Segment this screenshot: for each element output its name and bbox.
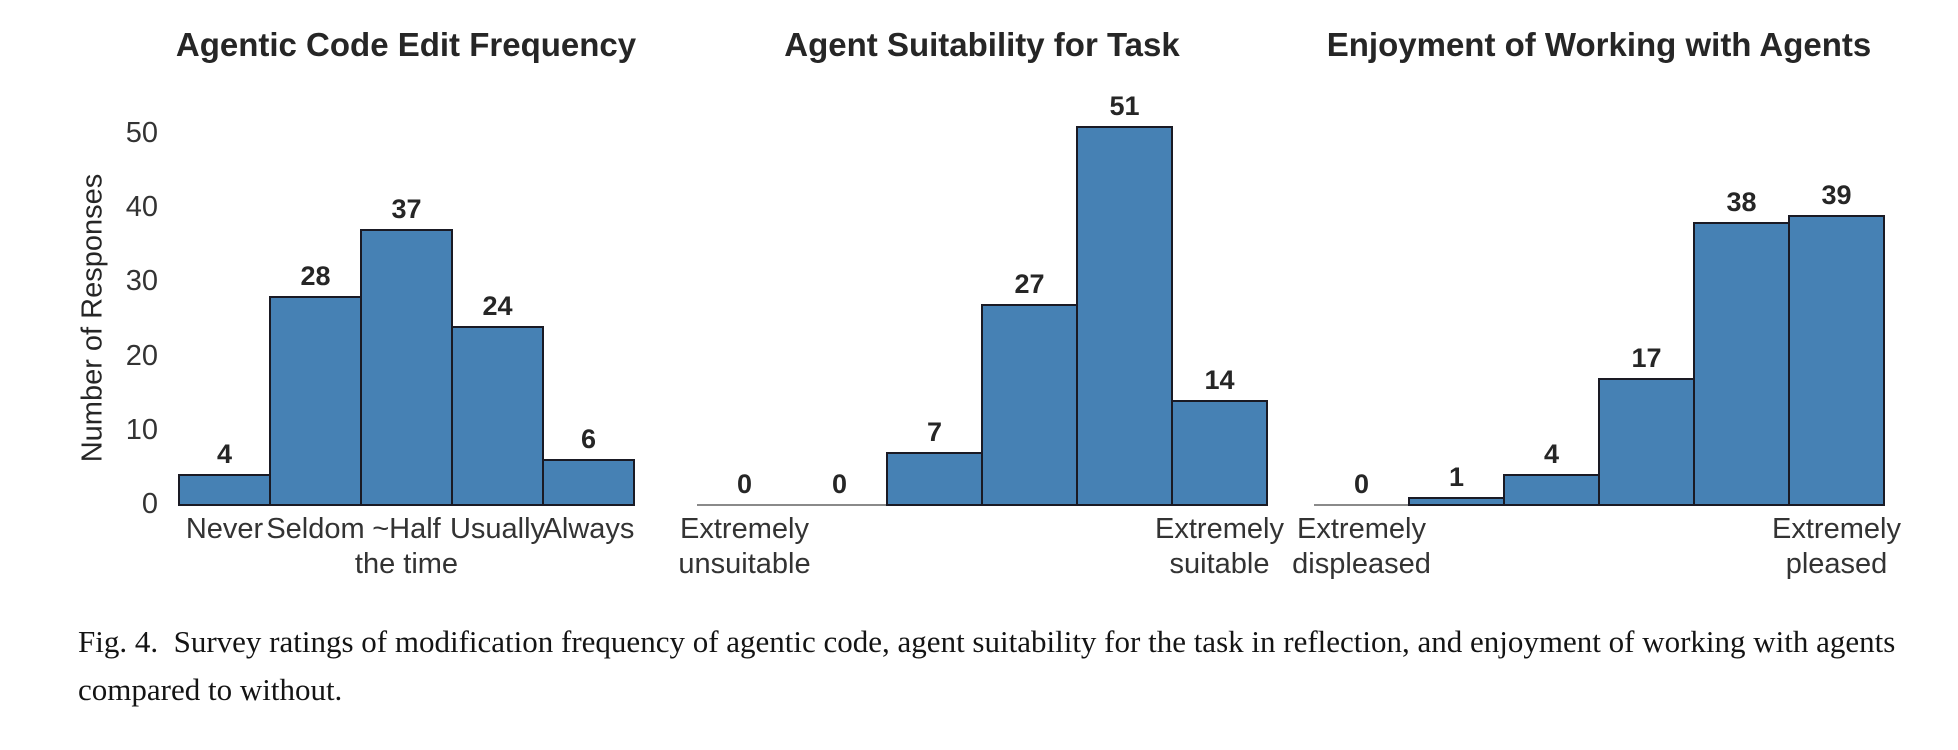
bar [1788,214,1885,506]
bar-value-label: 17 [1631,342,1662,373]
bar-value-label: 4 [216,439,233,470]
bar [981,303,1078,506]
y-tick-label: 30 [125,265,158,298]
x-tick-label: Extremely displeased [1292,513,1431,580]
y-tick-label: 20 [125,339,158,372]
x-tick-label: Extremely pleased [1772,513,1901,580]
bar [451,325,544,506]
y-tick-label: 50 [125,117,158,149]
chart1-title: Agentic Code Edit Frequency [175,26,637,63]
bar-value-label: 37 [391,194,422,225]
x-tick-label: Extremely suitable [1155,513,1284,580]
bar-value-label: 6 [580,424,597,455]
bar-value-label: 0 [831,469,848,499]
bar [1171,400,1268,506]
bar [1076,125,1173,506]
y-tick-label: 0 [141,488,158,520]
x-tick-label: Always [542,513,635,545]
bar-value-label: 0 [736,469,753,499]
x-tick-label: Extremely unsuitable [678,513,811,580]
bar [269,296,362,506]
bar-value-label: 27 [1014,268,1045,299]
x-tick-label: Seldom [266,513,365,545]
bar-value-label: 1 [1448,461,1465,492]
x-tick-label: ~Half the time [354,513,459,580]
bar-value-label: 39 [1821,179,1852,210]
chart2-title: Agent Suitability for Task [784,26,1180,63]
bar [1693,222,1790,506]
bar [1503,474,1600,506]
bar [178,474,271,506]
bar-value-label: 0 [1353,469,1370,499]
bar-value-label: 7 [926,417,943,448]
bar [542,459,635,506]
figure-caption: Fig. 4. Survey ratings of modification f… [78,624,1904,707]
chart3-title: Enjoyment of Working with Agents [1326,26,1872,63]
bar [886,452,983,506]
bar [1408,496,1505,506]
x-tick-label: Usually [449,513,546,545]
bar-value-label: 4 [1543,439,1560,470]
bar-value-label: 51 [1109,90,1140,121]
y-tick-label: 40 [125,191,158,224]
bar-value-label: 14 [1204,365,1235,396]
bar [360,229,453,506]
bar [1598,377,1695,506]
bar-value-label: 24 [482,290,513,321]
x-tick-label: Never [185,513,264,545]
bar-value-label: 28 [300,261,331,292]
y-tick-label: 10 [125,413,158,446]
bar-value-label: 38 [1726,187,1757,218]
